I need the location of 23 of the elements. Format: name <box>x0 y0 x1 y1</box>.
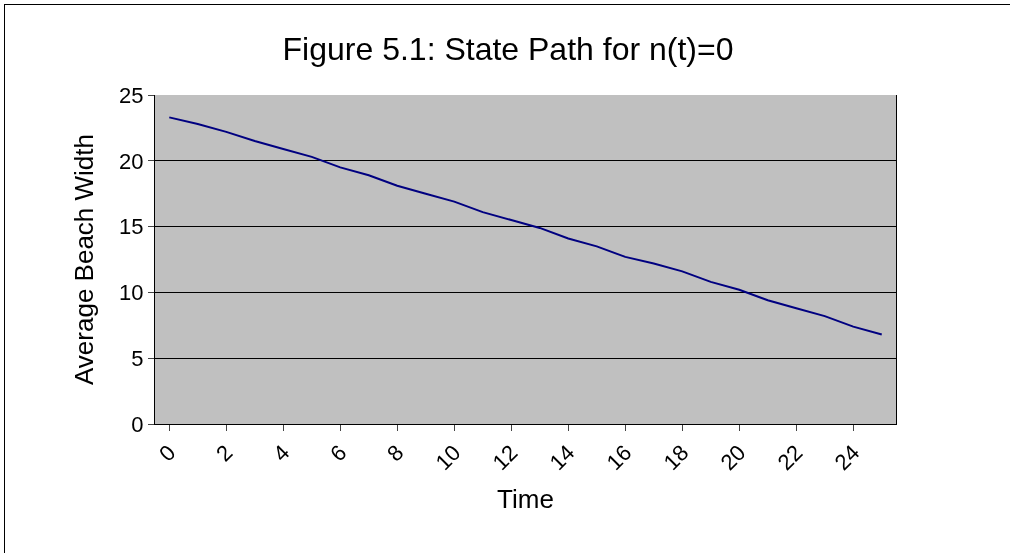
y-axis-title: Average Beach Width <box>69 134 99 385</box>
x-tick-label: 6 <box>325 440 352 467</box>
x-tick-label: 22 <box>772 440 808 476</box>
y-tick-label: 10 <box>119 280 144 306</box>
chart-title: Figure 5.1: State Path for n(t)=0 <box>282 31 734 68</box>
y-tick-label: 25 <box>119 82 144 108</box>
x-tick-label: 4 <box>268 440 295 467</box>
x-tick-label: 12 <box>487 440 523 476</box>
x-tick-label: 2 <box>211 440 238 467</box>
x-tick-label: 14 <box>544 440 580 476</box>
x-axis-title: Time <box>497 483 554 514</box>
x-tick-label: 8 <box>382 440 409 467</box>
x-tick-label: 18 <box>658 440 694 476</box>
x-tick-label: 10 <box>430 440 466 476</box>
x-tick-label: 24 <box>829 440 865 476</box>
x-tick-label: 0 <box>154 440 181 467</box>
x-tick-label: 20 <box>715 440 751 476</box>
x-tick-label: 16 <box>601 440 637 476</box>
y-tick-label: 20 <box>119 148 144 174</box>
y-tick-label: 5 <box>131 345 144 371</box>
line-series <box>168 116 883 336</box>
y-tick-label: 15 <box>119 214 144 240</box>
y-tick-label: 0 <box>131 411 144 437</box>
